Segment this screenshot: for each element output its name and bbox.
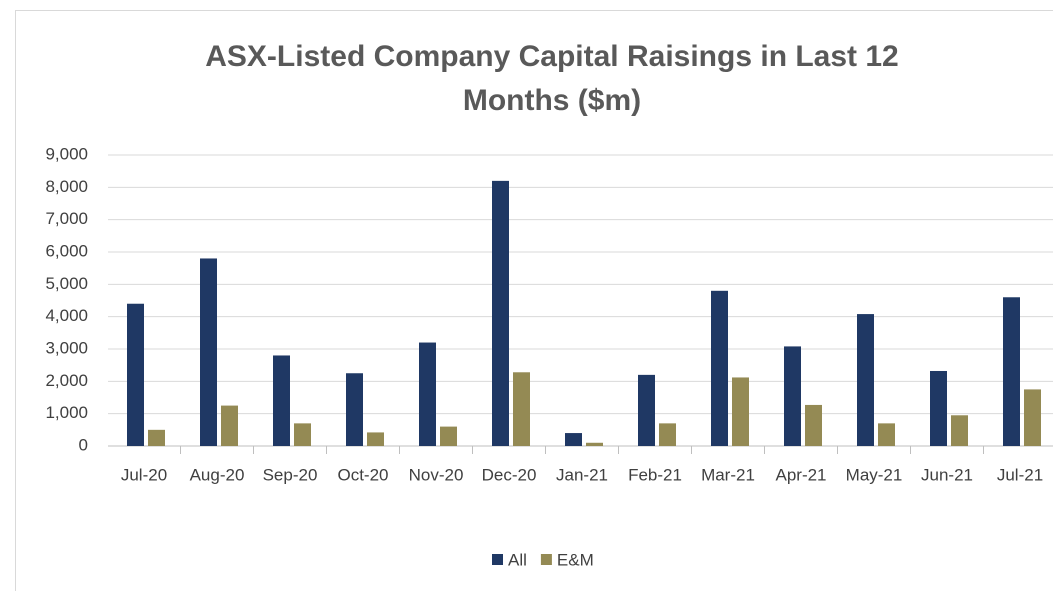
bar (857, 314, 874, 446)
y-tick-label: 8,000 (45, 177, 88, 196)
bar (419, 342, 436, 446)
y-tick-label: 3,000 (45, 338, 88, 357)
x-tick-label: Dec-20 (482, 465, 537, 484)
bar (492, 180, 509, 446)
y-tick-label: 7,000 (45, 209, 88, 228)
x-tick-label: Feb-21 (628, 465, 682, 484)
bar (367, 432, 384, 446)
x-tick-label: Apr-21 (775, 465, 826, 484)
bar (127, 303, 144, 446)
bar (565, 433, 582, 446)
bar (273, 355, 290, 446)
x-tick-label: Sep-20 (263, 465, 318, 484)
bar (659, 423, 676, 446)
bar (711, 290, 728, 446)
chart-border (15, 10, 1053, 591)
x-tick-label: May-21 (846, 465, 903, 484)
bar (221, 405, 238, 446)
bar (1024, 389, 1041, 446)
bar (148, 429, 165, 446)
bar (951, 415, 968, 446)
y-tick-label: 9,000 (45, 144, 88, 163)
y-tick-label: 4,000 (45, 306, 88, 325)
bar (440, 426, 457, 446)
legend-label: E&M (557, 550, 594, 569)
y-tick-label: 0 (79, 435, 88, 454)
chart-title: ASX-Listed Company Capital Raisings in L… (205, 40, 899, 117)
legend-swatch (492, 554, 503, 565)
bar (346, 373, 363, 446)
x-tick-label: Jul-21 (997, 465, 1043, 484)
y-tick-label: 6,000 (45, 241, 88, 260)
bar (878, 423, 895, 446)
bar (784, 346, 801, 446)
bar (586, 442, 603, 446)
x-tick-label: Oct-20 (337, 465, 388, 484)
bar (294, 423, 311, 446)
x-tick-label: Jun-21 (921, 465, 973, 484)
x-tick-label: Aug-20 (190, 465, 245, 484)
bar (930, 370, 947, 446)
y-tick-label: 1,000 (45, 403, 88, 422)
bar (805, 404, 822, 446)
y-tick-label: 2,000 (45, 371, 88, 390)
x-tick-label: Jan-21 (556, 465, 608, 484)
bar (732, 377, 749, 446)
bar (1003, 297, 1020, 446)
x-tick-label: Jul-20 (121, 465, 167, 484)
x-tick-label: Mar-21 (701, 465, 755, 484)
bar (513, 372, 530, 446)
bar (200, 258, 217, 446)
legend-swatch (540, 554, 552, 565)
y-tick-label: 5,000 (45, 274, 88, 293)
bar (638, 374, 655, 446)
legend-label: All (508, 550, 527, 569)
x-tick-label: Nov-20 (409, 465, 464, 484)
